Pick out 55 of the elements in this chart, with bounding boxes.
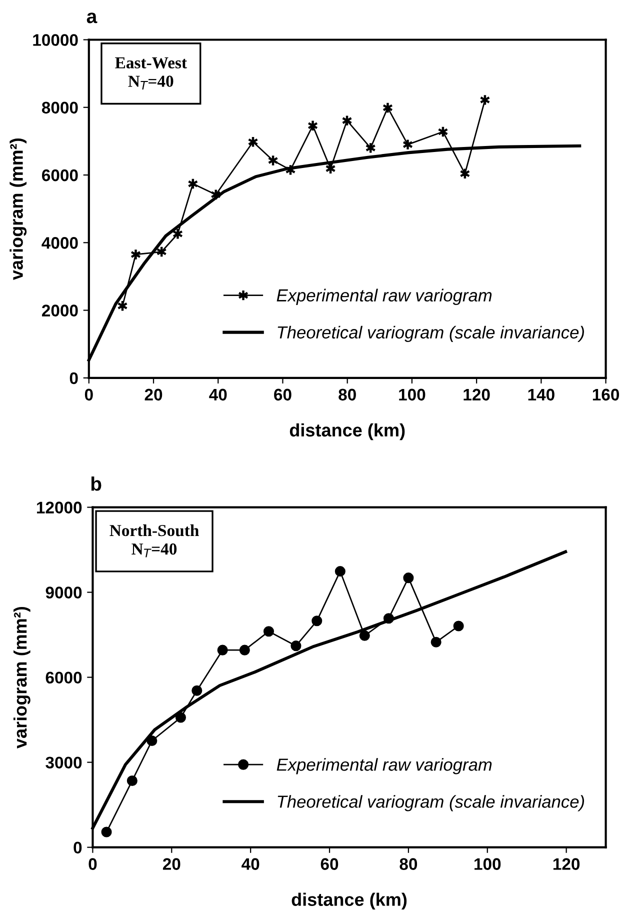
y-axis-title: variogram (mm²) (13, 606, 30, 748)
point (263, 626, 274, 637)
point (383, 613, 394, 624)
x-axis-title: distance (km) (290, 423, 405, 440)
x-tick-label: 120 (464, 388, 490, 401)
x-tick-label: 80 (338, 388, 356, 401)
point (453, 620, 464, 632)
chart-title: a (86, 12, 98, 24)
x-tick-label: 60 (274, 388, 292, 401)
annotation: North-South N$_{T}$=40 (110, 524, 199, 558)
point (430, 636, 442, 648)
y-tick-label: 9000 (46, 586, 82, 598)
x-tick-label: 100 (399, 388, 426, 401)
x-axis-title: distance (km) (292, 892, 407, 910)
point (312, 616, 322, 626)
x-tick-label: 120 (553, 858, 580, 870)
y-tick-label: 3000 (46, 756, 82, 769)
y-tick-label: 12000 (37, 502, 82, 514)
x-tick-label: 20 (162, 858, 180, 870)
annotation: East-West N$_{T}$=40 (115, 57, 187, 90)
point (146, 735, 158, 746)
y-tick-label: 4000 (42, 237, 78, 249)
y-tick-label: 0 (70, 372, 78, 384)
y-tick-label: 6000 (42, 169, 78, 182)
point (101, 826, 112, 838)
y-tick-label: 6000 (46, 672, 82, 684)
point (217, 644, 228, 656)
point (290, 640, 302, 652)
x-tick-label: 40 (242, 858, 260, 870)
x-tick-label: 40 (209, 388, 227, 401)
legend-label: Theoretical variogram (scale invariance) (278, 795, 584, 812)
y-axis-title: variogram (mm²) (10, 138, 27, 280)
x-tick-label: 160 (592, 388, 620, 401)
point (175, 712, 186, 723)
y-tick-label: 2000 (42, 304, 78, 316)
y-tick-label: 8000 (42, 102, 78, 114)
y-tick-label: 0 (74, 842, 82, 854)
point (192, 685, 202, 696)
y-tick-label: 10000 (33, 34, 78, 46)
point (359, 630, 370, 641)
chart-title: b (91, 476, 102, 491)
x-tick-label: 80 (400, 858, 418, 870)
point (334, 566, 346, 577)
legend-label: Theoretical variogram (scale invariance) (278, 326, 584, 342)
point (239, 644, 250, 656)
x-tick-label: 0 (88, 858, 97, 870)
x-tick-label: 100 (474, 858, 501, 870)
x-tick-label: 20 (144, 388, 162, 401)
legend-label: Experimental raw variogram (276, 758, 492, 774)
legend-label: Experimental raw variogram (276, 288, 492, 305)
x-tick-label: 0 (84, 388, 93, 401)
point (403, 572, 414, 584)
x-tick-label: 140 (528, 388, 554, 401)
point (126, 775, 138, 786)
x-tick-label: 60 (320, 858, 338, 870)
